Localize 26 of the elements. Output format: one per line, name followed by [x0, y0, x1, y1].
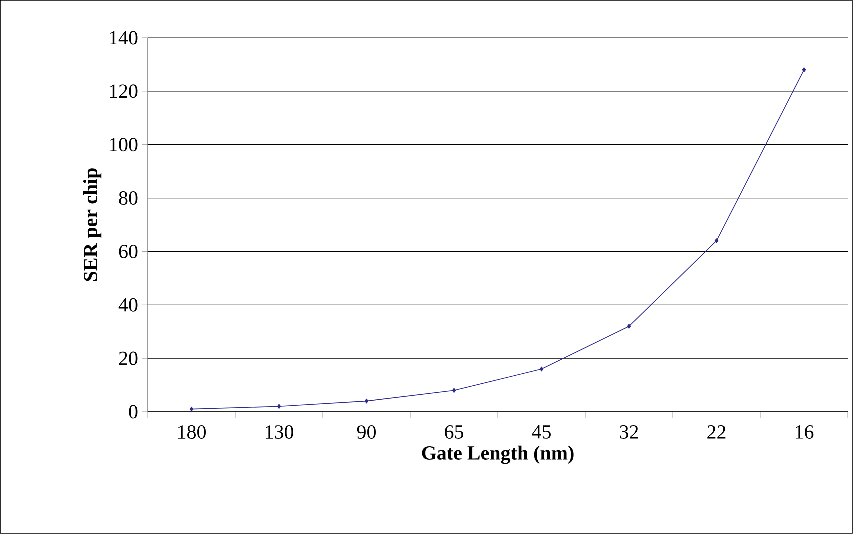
point [452, 388, 456, 394]
point [540, 366, 544, 372]
y-tick-label: 20 [119, 352, 138, 366]
x-tick-label: 180 [178, 426, 206, 440]
y-axis-title: SER per chip [83, 168, 102, 282]
x-tick-label: 45 [532, 426, 551, 439]
y-tick-label: 140 [110, 31, 138, 45]
x-tick-label: 22 [708, 426, 726, 439]
y-tick-label: 60 [119, 244, 138, 258]
y-tick-label: 0 [129, 405, 138, 419]
point [190, 406, 194, 412]
y-tick-label: 80 [119, 192, 138, 206]
point [364, 398, 369, 404]
point [627, 324, 632, 329]
point [277, 404, 282, 410]
x-axis-title: Gate Length (nm) [422, 446, 574, 464]
point [802, 68, 806, 72]
point [714, 238, 719, 244]
y-tick-label: 120 [110, 84, 138, 98]
x-tick-label: 65 [445, 426, 464, 439]
y-tick-label: 40 [118, 298, 138, 312]
x-tick-label: 90 [357, 426, 376, 440]
x-tick-label: 16 [796, 426, 814, 439]
y-tick-label: 100 [110, 138, 138, 152]
x-tick-label: 130 [266, 426, 294, 440]
x-tick-label: 32 [620, 426, 638, 439]
